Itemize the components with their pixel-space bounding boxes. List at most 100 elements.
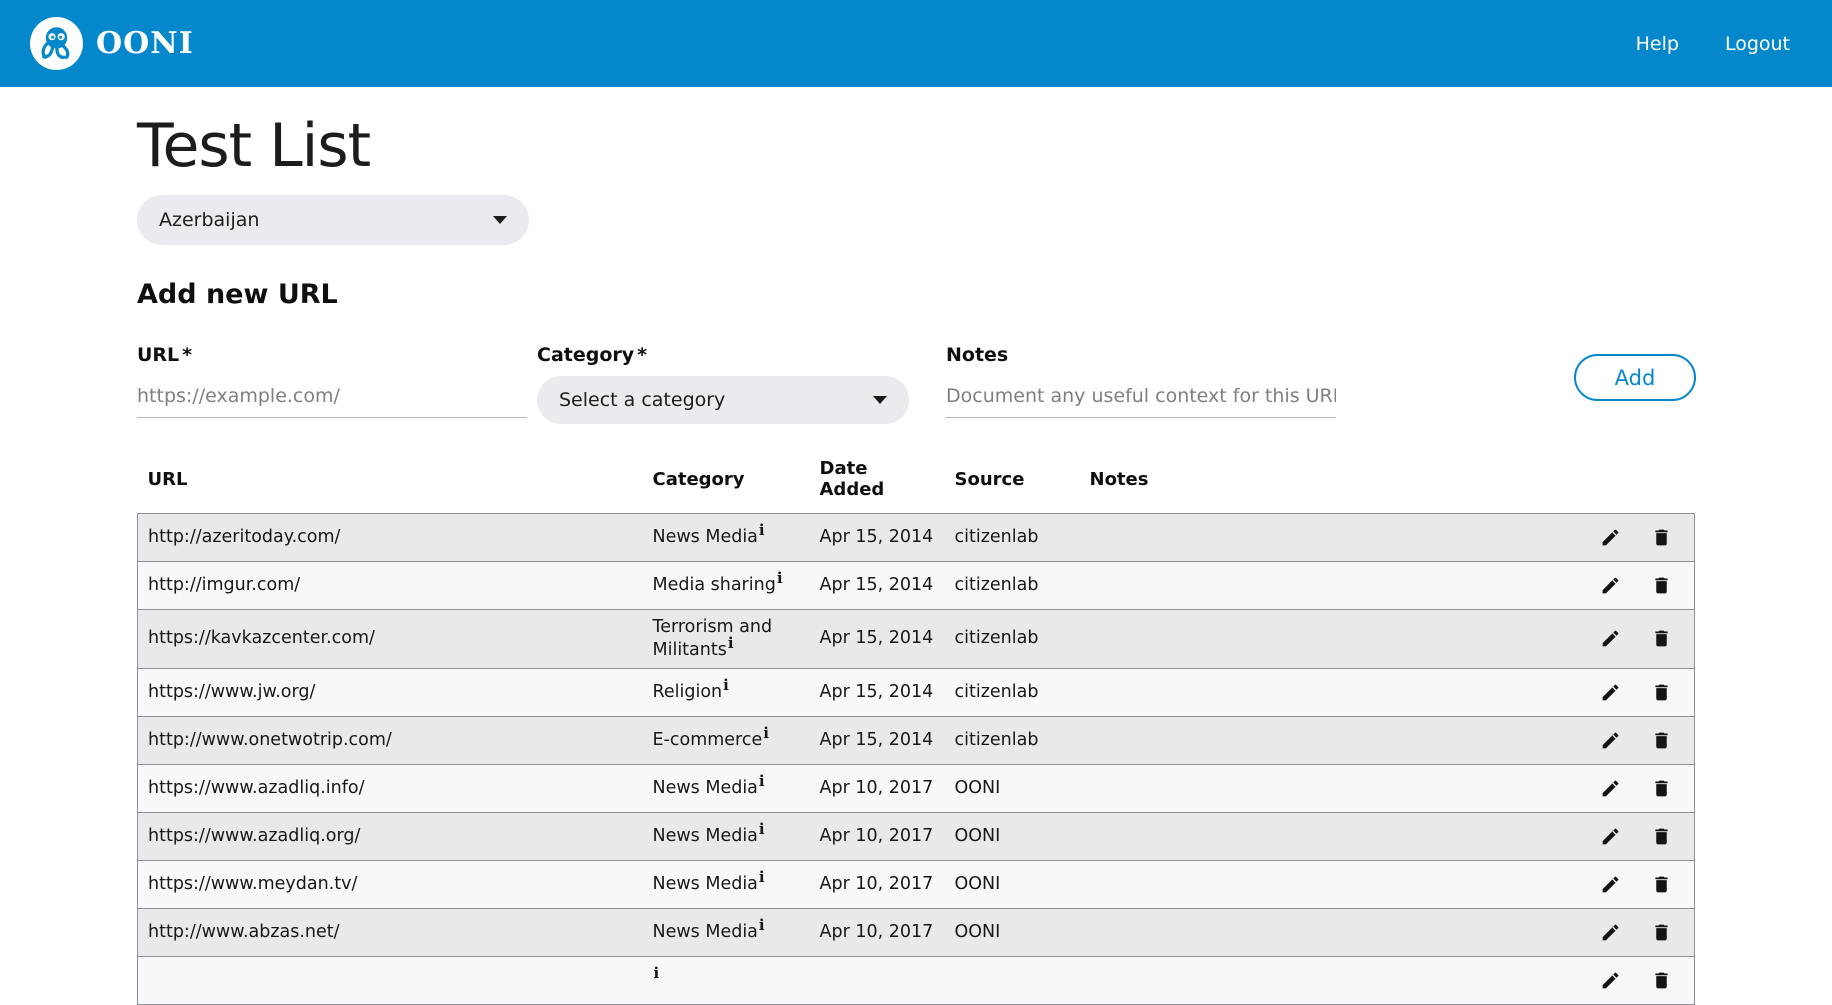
column-header-category: Category xyxy=(652,468,745,490)
row-notes xyxy=(1080,716,1580,764)
row-category: i xyxy=(643,956,810,1004)
url-table-head: URL Category Date Added Source Notes xyxy=(138,458,1695,514)
row-notes xyxy=(1080,562,1580,610)
top-nav: Help Logout xyxy=(1636,33,1802,55)
row-category-text: Media sharing xyxy=(652,575,776,596)
edit-pencil-icon[interactable] xyxy=(1600,874,1621,895)
row-source: citizenlab xyxy=(954,729,1039,750)
category-info-icon[interactable]: i xyxy=(758,915,765,934)
row-url: http://azeritoday.com/ xyxy=(148,527,341,548)
ooni-logo-icon[interactable] xyxy=(30,17,83,70)
brand-name[interactable]: OONI xyxy=(96,26,194,61)
delete-trash-icon[interactable] xyxy=(1651,778,1672,799)
row-date-added: Apr 15, 2014 xyxy=(819,628,934,649)
row-notes xyxy=(1080,956,1580,1004)
row-date-added: Apr 15, 2014 xyxy=(819,575,934,596)
main-content: Test List Azerbaijan Add new URL URL* Ca… xyxy=(137,113,1696,1005)
category-label: Category * xyxy=(537,344,648,366)
row-source: citizenlab xyxy=(954,527,1039,548)
table-row: https://www.jw.org/ Religioni Apr 15, 20… xyxy=(137,668,1695,716)
column-header-notes: Notes xyxy=(1089,468,1149,490)
row-notes xyxy=(1080,812,1580,860)
row-category: Terrorism and Militantsi xyxy=(643,610,810,669)
row-notes xyxy=(1080,860,1580,908)
delete-trash-icon[interactable] xyxy=(1651,922,1672,943)
table-row: https://www.azadliq.info/ News Mediai Ap… xyxy=(137,764,1695,812)
edit-pencil-icon[interactable] xyxy=(1600,778,1621,799)
category-info-icon[interactable]: i xyxy=(776,569,783,588)
row-notes xyxy=(1080,908,1580,956)
category-info-icon[interactable]: i xyxy=(758,771,765,790)
category-info-icon[interactable]: i xyxy=(758,867,765,886)
row-source: OONI xyxy=(954,777,1001,798)
row-source: citizenlab xyxy=(954,681,1039,702)
row-category-text: News Media xyxy=(652,825,758,846)
notes-field-group: Notes xyxy=(946,344,1336,418)
table-row: http://azeritoday.com/ News Mediai Apr 1… xyxy=(137,513,1695,562)
table-row: http://imgur.com/ Media sharingi Apr 15,… xyxy=(137,561,1695,610)
required-mark: * xyxy=(182,344,193,366)
row-date-added: Apr 10, 2017 xyxy=(819,825,934,846)
url-input[interactable] xyxy=(137,378,527,418)
row-url: https://www.meydan.tv/ xyxy=(148,873,358,894)
edit-pencil-icon[interactable] xyxy=(1600,628,1621,649)
row-category-text: News Media xyxy=(652,527,758,548)
delete-trash-icon[interactable] xyxy=(1651,970,1672,991)
logout-link[interactable]: Logout xyxy=(1724,32,1790,55)
category-info-icon[interactable]: i xyxy=(758,819,765,838)
delete-trash-icon[interactable] xyxy=(1651,575,1672,596)
delete-trash-icon[interactable] xyxy=(1651,874,1672,895)
row-category-text: News Media xyxy=(652,873,758,894)
notes-input[interactable] xyxy=(946,378,1336,418)
row-notes xyxy=(1080,610,1580,669)
row-category: News Mediai xyxy=(643,908,810,956)
row-category-text: Terrorism and Militants xyxy=(652,617,773,660)
delete-trash-icon[interactable] xyxy=(1651,826,1672,847)
row-category: News Mediai xyxy=(643,812,810,860)
row-source: OONI xyxy=(954,825,1001,846)
row-url: https://www.azadliq.info/ xyxy=(148,777,365,798)
edit-pencil-icon[interactable] xyxy=(1600,922,1621,943)
row-category-text: Religion xyxy=(652,681,723,702)
category-info-icon[interactable]: i xyxy=(653,963,660,982)
edit-pencil-icon[interactable] xyxy=(1600,682,1621,703)
category-select[interactable]: Select a category xyxy=(537,376,909,424)
edit-pencil-icon[interactable] xyxy=(1600,826,1621,847)
edit-pencil-icon[interactable] xyxy=(1600,575,1621,596)
country-select-value: Azerbaijan xyxy=(159,209,260,231)
category-info-icon[interactable]: i xyxy=(763,723,769,742)
country-select[interactable]: Azerbaijan xyxy=(137,195,529,245)
add-button[interactable]: Add xyxy=(1574,354,1696,401)
required-mark: * xyxy=(637,344,648,366)
column-header-date-added: Date Added xyxy=(819,458,885,500)
row-notes xyxy=(1080,514,1580,562)
help-link[interactable]: Help xyxy=(1635,32,1679,55)
delete-trash-icon[interactable] xyxy=(1651,628,1672,649)
row-date-added xyxy=(810,956,945,1004)
delete-trash-icon[interactable] xyxy=(1651,682,1672,703)
delete-trash-icon[interactable] xyxy=(1651,527,1672,548)
row-date-added: Apr 15, 2014 xyxy=(819,729,934,750)
row-url: http://www.abzas.net/ xyxy=(148,921,340,942)
url-label: URL * xyxy=(137,344,193,366)
add-url-form: URL* Category* Select a category Notes A… xyxy=(137,344,1696,432)
column-header-source: Source xyxy=(954,468,1025,490)
row-date-added: Apr 15, 2014 xyxy=(819,681,934,702)
row-source: OONI xyxy=(954,921,1001,942)
table-row: https://www.azadliq.org/ News Mediai Apr… xyxy=(137,812,1695,860)
edit-pencil-icon[interactable] xyxy=(1600,970,1621,991)
row-date-added: Apr 10, 2017 xyxy=(819,921,934,942)
category-info-icon[interactable]: i xyxy=(723,675,729,694)
edit-pencil-icon[interactable] xyxy=(1600,527,1621,548)
row-category-text: News Media xyxy=(652,921,758,942)
row-url: http://imgur.com/ xyxy=(148,575,301,596)
delete-trash-icon[interactable] xyxy=(1651,730,1672,751)
row-category: News Mediai xyxy=(643,764,810,812)
row-source: citizenlab xyxy=(954,575,1039,596)
row-notes xyxy=(1080,668,1580,716)
top-bar: OONI Help Logout xyxy=(0,0,1832,87)
edit-pencil-icon[interactable] xyxy=(1600,730,1621,751)
category-info-icon[interactable]: i xyxy=(758,521,765,540)
row-source xyxy=(945,956,1080,1004)
category-info-icon[interactable]: i xyxy=(727,633,734,652)
